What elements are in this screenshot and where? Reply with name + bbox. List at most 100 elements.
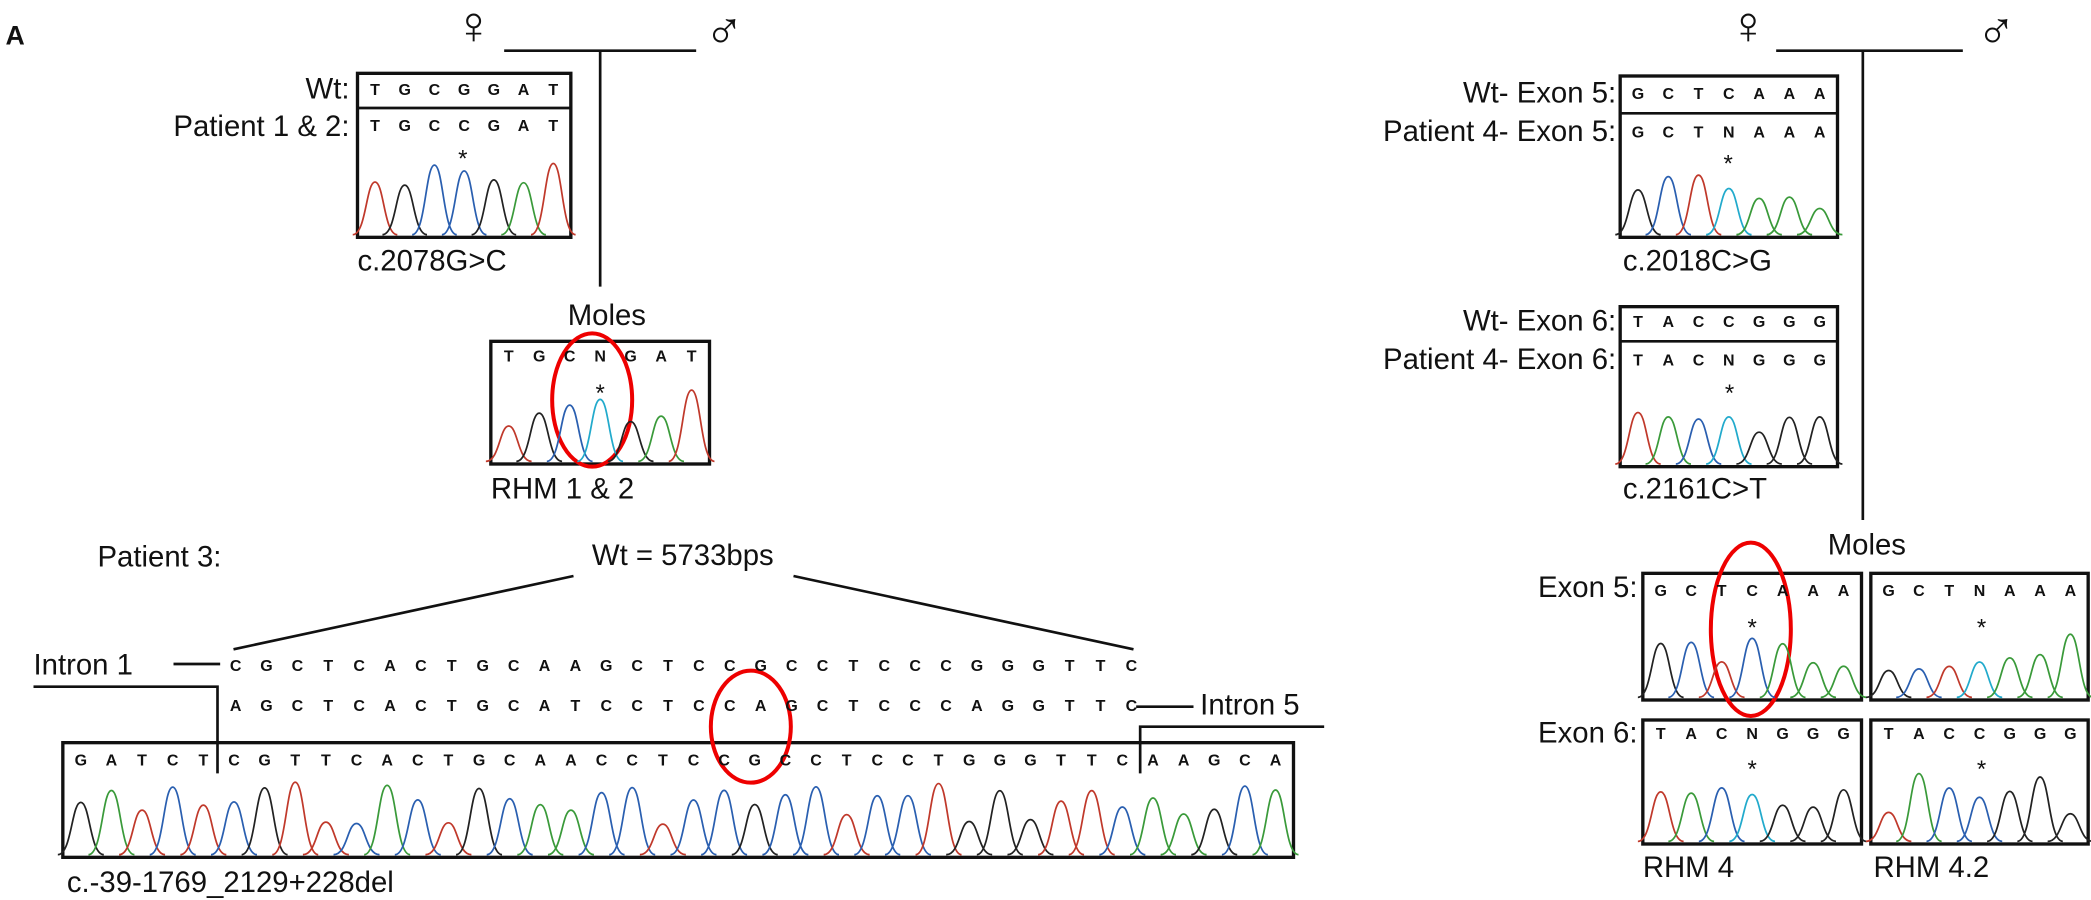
base-letter: A xyxy=(518,82,530,99)
base-letter: G xyxy=(785,698,797,715)
sample-label: RHM 1 & 2 xyxy=(491,472,634,505)
base-letter: C xyxy=(508,658,520,675)
base-letter: C xyxy=(1126,658,1138,675)
moles-label: Moles xyxy=(1828,528,1906,561)
mutation-label: c.2161C>T xyxy=(1623,472,1767,505)
chromatogram-peak xyxy=(946,821,992,854)
base-letter: A xyxy=(655,349,667,366)
base-letter: G xyxy=(1783,353,1795,370)
base-letter: C xyxy=(1662,86,1674,103)
base-letter: A xyxy=(381,753,393,770)
mutation-star: * xyxy=(1723,151,1732,178)
chromatogram-peak xyxy=(732,805,778,855)
base-letter: A xyxy=(2065,583,2077,600)
chromatogram-peak xyxy=(669,390,715,461)
patient-label: Patient 3: xyxy=(98,540,222,573)
base-letter: C xyxy=(902,753,914,770)
base-letter: G xyxy=(1632,86,1644,103)
base-letter: A xyxy=(1814,125,1826,142)
mutation-label: c.2078G>C xyxy=(358,244,507,277)
bracket xyxy=(1140,727,1324,774)
base-letter: C xyxy=(292,658,304,675)
base-letter: G xyxy=(600,658,612,675)
base-letter: G xyxy=(473,753,485,770)
chromatogram-peak xyxy=(58,802,104,854)
base-letter: G xyxy=(458,82,470,99)
mutation-star: * xyxy=(1977,756,1986,783)
seq-label: Exon 5: xyxy=(1538,571,1637,604)
base-letter: C xyxy=(817,698,829,715)
base-letter: A xyxy=(1913,726,1925,743)
base-letter: C xyxy=(688,753,700,770)
bracket xyxy=(34,687,218,774)
base-letter: A xyxy=(1685,726,1697,743)
base-letter: G xyxy=(1632,125,1644,142)
base-letter: C xyxy=(1693,314,1705,331)
base-letter: T xyxy=(504,349,514,366)
base-letter: G xyxy=(1024,753,1036,770)
base-letter: G xyxy=(624,349,636,366)
base-letter: C xyxy=(693,658,705,675)
base-letter: A xyxy=(518,118,530,135)
base-letter: C xyxy=(909,658,921,675)
deletion-label: c.-39-1769_2129+228del xyxy=(67,866,394,899)
base-letter: C xyxy=(504,753,516,770)
base-letter: C xyxy=(693,698,705,715)
female-symbol: ♀ xyxy=(454,0,494,55)
chromatogram-peak xyxy=(425,823,471,855)
base-letter: C xyxy=(631,658,643,675)
base-letter: G xyxy=(994,753,1006,770)
sample-label: RHM 4 xyxy=(1643,851,1734,884)
base-letter: T xyxy=(1065,658,1075,675)
base-letter: C xyxy=(1685,583,1697,600)
sample-label: RHM 4.2 xyxy=(1874,851,1990,884)
chromatogram-peak xyxy=(1038,801,1084,855)
base-letter: T xyxy=(1884,726,1894,743)
seq-label: Wt- Exon 5: xyxy=(1463,76,1616,109)
base-letter: T xyxy=(934,753,944,770)
base-letter: G xyxy=(488,82,500,99)
base-letter: C xyxy=(353,698,365,715)
base-letter: G xyxy=(1776,726,1788,743)
chromatogram-peak xyxy=(1821,790,1867,842)
seq-label: Exon 6: xyxy=(1538,716,1637,749)
base-letter: G xyxy=(488,118,500,135)
base-letter: T xyxy=(548,118,558,135)
base-letter: C xyxy=(429,82,441,99)
base-letter: T xyxy=(1096,658,1106,675)
base-letter: G xyxy=(2064,726,2076,743)
base-letter: C xyxy=(940,658,952,675)
figure: A ♀ ♂ Wt: Patient 1 & 2: * c.2078G>C Mol… xyxy=(0,0,2091,900)
base-letter: N xyxy=(1723,125,1735,142)
base-letter: T xyxy=(1694,125,1704,142)
base-letter: C xyxy=(1723,314,1735,331)
base-letter: C xyxy=(909,698,921,715)
base-letter: G xyxy=(963,753,975,770)
base-letter: N xyxy=(594,349,606,366)
base-letter: N xyxy=(1746,726,1758,743)
base-letter: T xyxy=(323,658,333,675)
base-letter: T xyxy=(663,658,673,675)
base-letter: G xyxy=(2004,726,2016,743)
base-letter: A xyxy=(230,698,242,715)
chromatogram-peak xyxy=(1821,666,1867,697)
base-letter: T xyxy=(848,698,858,715)
base-letter: A xyxy=(384,698,396,715)
base-letter: A xyxy=(1807,583,1819,600)
base-letter: C xyxy=(1693,353,1705,370)
zoom-line xyxy=(234,576,574,649)
base-letter: A xyxy=(1753,86,1765,103)
base-letter: C xyxy=(600,698,612,715)
base-letter: G xyxy=(1002,698,1014,715)
base-letter: T xyxy=(447,698,457,715)
base-letter: A xyxy=(1147,753,1159,770)
mutation-star: * xyxy=(1977,615,1986,642)
chromatogram-peak xyxy=(1007,820,1053,855)
base-letter: C xyxy=(810,753,822,770)
chromatogram-peak xyxy=(824,815,870,855)
base-letter: T xyxy=(1065,698,1075,715)
base-letter: G xyxy=(749,753,761,770)
base-letter: C xyxy=(724,698,736,715)
base-letter: G xyxy=(971,658,983,675)
base-letter: C xyxy=(228,753,240,770)
